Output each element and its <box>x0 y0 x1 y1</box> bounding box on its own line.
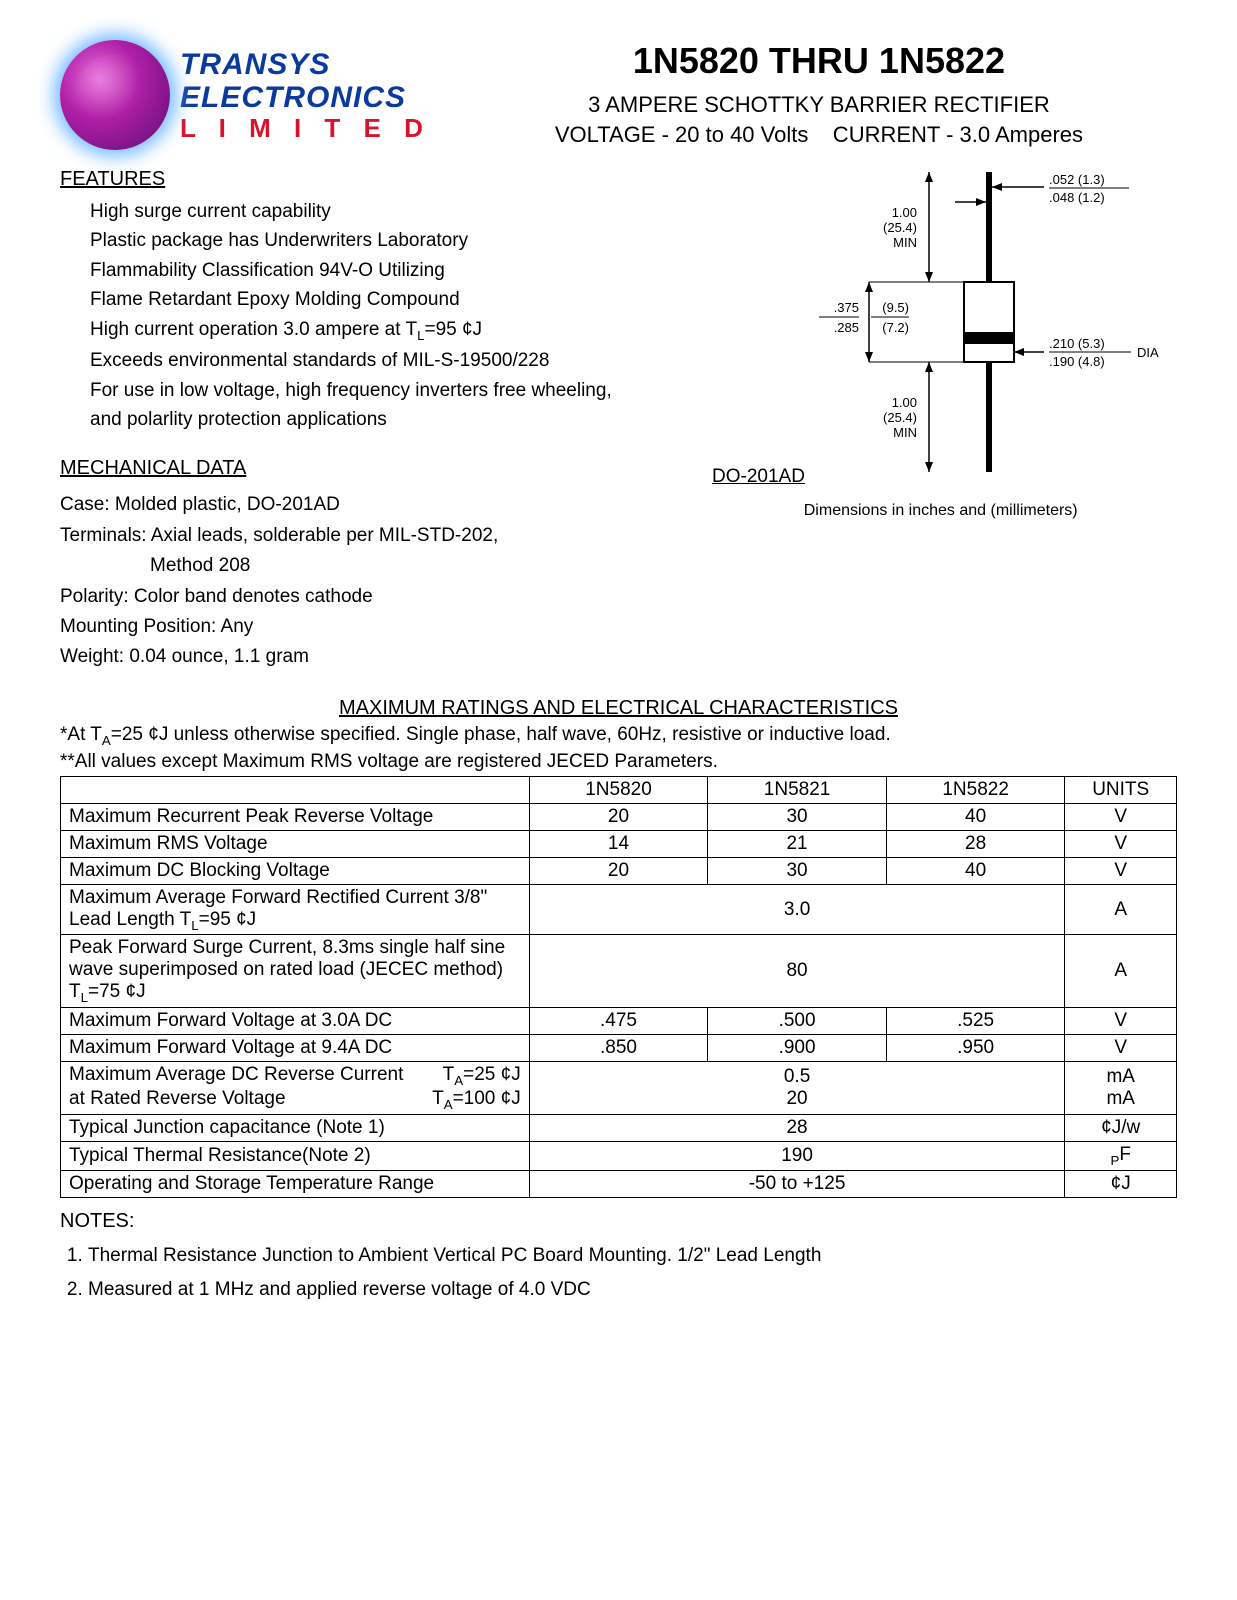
title-sub: 3 AMPERE SCHOTTKY BARRIER RECTIFIER <box>461 92 1177 118</box>
table-row: Maximum Forward Voltage at 3.0A DC .475 … <box>61 1008 1177 1035</box>
svg-text:MIN: MIN <box>894 235 918 250</box>
svg-text:DIA: DIA <box>1137 345 1159 360</box>
table-row: Typical Junction capacitance (Note 1) 28… <box>61 1114 1177 1141</box>
table-row: Peak Forward Surge Current, 8.3ms single… <box>61 935 1177 1008</box>
mech-mount: Mounting Position: Any <box>60 612 674 642</box>
package-drawing: 1.00 (25.4) MIN .052 (1.3) .048 (1.2) .3… <box>809 162 1169 482</box>
left-column: FEATURES High surge current capability P… <box>60 162 674 673</box>
table-row: Maximum Forward Voltage at 9.4A DC .850 … <box>61 1035 1177 1062</box>
svg-text:.190 (4.8): .190 (4.8) <box>1049 354 1105 369</box>
condition-2: **All values except Maximum RMS voltage … <box>60 751 1177 773</box>
table-row: Maximum Average DC Reverse CurrentTA=25 … <box>61 1062 1177 1115</box>
svg-text:.048 (1.2): .048 (1.2) <box>1049 190 1105 205</box>
notes-heading: NOTES: <box>60 1210 1177 1233</box>
feature-item: Flammability Classification 94V-O Utiliz… <box>90 256 674 285</box>
logo-limited: L I M I T E D <box>180 114 431 143</box>
ratings-heading: MAXIMUM RATINGS AND ELECTRICAL CHARACTER… <box>60 697 1177 720</box>
note-item: Measured at 1 MHz and applied reverse vo… <box>88 1273 1177 1307</box>
mech-term1: Terminals: Axial leads, solderable per M… <box>60 521 674 551</box>
table-row: Typical Thermal Resistance(Note 2) 190 P… <box>61 1141 1177 1170</box>
title-main: 1N5820 THRU 1N5822 <box>461 40 1177 82</box>
feature-item: For use in low voltage, high frequency i… <box>90 376 674 405</box>
feature-item: High current operation 3.0 ampere at TL=… <box>90 315 674 346</box>
title-block: 1N5820 THRU 1N5822 3 AMPERE SCHOTTKY BAR… <box>461 40 1177 152</box>
svg-text:.375: .375 <box>834 300 859 315</box>
features-heading: FEATURES <box>60 168 674 191</box>
svg-text:(7.2): (7.2) <box>883 320 910 335</box>
svg-text:.052 (1.3): .052 (1.3) <box>1049 172 1105 187</box>
svg-text:.285: .285 <box>834 320 859 335</box>
table-row: Maximum Recurrent Peak Reverse Voltage 2… <box>61 803 1177 830</box>
package-label: DO-201AD <box>712 466 805 488</box>
header-row: TRANSYS ELECTRONICS L I M I T E D 1N5820… <box>60 40 1177 152</box>
mech-term2: Method 208 <box>150 551 674 581</box>
mechanical-heading: MECHANICAL DATA <box>60 452 674 484</box>
svg-text:(25.4): (25.4) <box>883 410 917 425</box>
svg-text:MIN: MIN <box>894 425 918 440</box>
notes-list: Thermal Resistance Junction to Ambient V… <box>60 1239 1177 1307</box>
logo-company-1: TRANSYS <box>180 48 431 81</box>
feature-item: Exceeds environmental standards of MIL-S… <box>90 346 674 375</box>
logo-text: TRANSYS ELECTRONICS L I M I T E D <box>180 48 431 143</box>
col-units: UNITS <box>1065 776 1177 803</box>
table-header-row: 1N5820 1N5821 1N5822 UNITS <box>61 776 1177 803</box>
package-column: DO-201AD 1.00 (25.4) MIN .052 (1.3) .048… <box>704 162 1177 673</box>
logo-company-2: ELECTRONICS <box>180 81 431 114</box>
table-row: Maximum Average Forward Rectified Curren… <box>61 884 1177 935</box>
dimensions-note: Dimensions in inches and (millimeters) <box>704 502 1177 520</box>
mech-polarity: Polarity: Color band denotes cathode <box>60 582 674 612</box>
svg-text:(9.5): (9.5) <box>883 300 910 315</box>
svg-text:.210 (5.3): .210 (5.3) <box>1049 336 1105 351</box>
table-row: Operating and Storage Temperature Range … <box>61 1170 1177 1197</box>
title-spec: VOLTAGE - 20 to 40 Volts CURRENT - 3.0 A… <box>461 122 1177 148</box>
svg-text:1.00: 1.00 <box>892 395 917 410</box>
svg-text:(25.4): (25.4) <box>883 220 917 235</box>
col-param <box>61 776 530 803</box>
feature-item: Flame Retardant Epoxy Molding Compound <box>90 285 674 314</box>
feature-item: Plastic package has Underwriters Laborat… <box>90 226 674 255</box>
mid-row: FEATURES High surge current capability P… <box>60 162 1177 673</box>
col-1n5820: 1N5820 <box>529 776 708 803</box>
col-1n5822: 1N5822 <box>886 776 1065 803</box>
note-item: Thermal Resistance Junction to Ambient V… <box>88 1239 1177 1273</box>
col-1n5821: 1N5821 <box>708 776 887 803</box>
condition-1: *At TA=25 ¢J unless otherwise specified.… <box>60 724 1177 748</box>
feature-item: High surge current capability <box>90 197 674 226</box>
feature-item: and polarlity protection applications <box>90 405 674 434</box>
mechanical-block: MECHANICAL DATA Case: Molded plastic, DO… <box>60 452 674 672</box>
logo-globe-icon <box>60 40 170 150</box>
logo-block: TRANSYS ELECTRONICS L I M I T E D <box>60 40 431 150</box>
features-list: High surge current capability Plastic pa… <box>90 197 674 434</box>
table-row: Maximum DC Blocking Voltage 20 30 40 V <box>61 857 1177 884</box>
mech-case: Case: Molded plastic, DO-201AD <box>60 490 674 520</box>
ratings-table: 1N5820 1N5821 1N5822 UNITS Maximum Recur… <box>60 776 1177 1198</box>
table-row: Maximum RMS Voltage 14 21 28 V <box>61 830 1177 857</box>
svg-text:1.00: 1.00 <box>892 205 917 220</box>
mech-weight: Weight: 0.04 ounce, 1.1 gram <box>60 642 674 672</box>
